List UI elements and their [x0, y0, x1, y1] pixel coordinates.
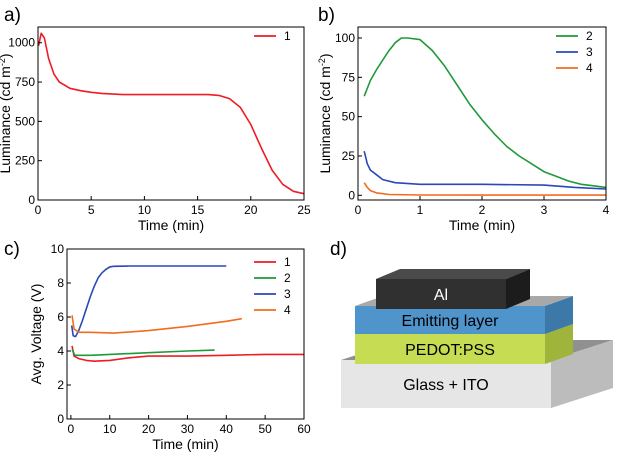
y-tick-label: 750 — [15, 75, 35, 89]
x-axis-label: Time (min) — [152, 436, 218, 452]
device-stack-diagram: Glass + ITO PEDOT:PSS Emitting layer Al — [341, 269, 613, 408]
series-line-4 — [363, 182, 606, 196]
x-tick-label: 5 — [88, 203, 95, 217]
x-axis-label: Time (min) — [138, 217, 204, 233]
layer-label: PEDOT:PSS — [405, 342, 495, 359]
y-tick-label: 75 — [342, 70, 356, 84]
layer-side-face — [545, 324, 573, 364]
panel-b-letter: b) — [318, 5, 335, 26]
layer-front-face — [376, 279, 506, 309]
x-tick-label: 60 — [297, 422, 311, 436]
series-line-3 — [70, 265, 227, 338]
chart-b: 0 1 2 3 4 0 25 50 75 100 Time (min) Luminance (cd m… — [317, 26, 610, 233]
series-line-1 — [38, 32, 304, 195]
x-tick-label: 20 — [244, 203, 258, 217]
panel-c-letter: c) — [4, 239, 20, 260]
x-tick-label: 10 — [138, 203, 152, 217]
y-axis-label: Luminance (cd m-2) — [317, 53, 333, 173]
layer-label: Emitting layer — [402, 313, 500, 330]
y-tick-label: 1000 — [8, 36, 35, 50]
layer-front-face — [355, 306, 545, 334]
y-tick-label: 25 — [342, 149, 356, 163]
x-tick-label: 0 — [355, 203, 362, 217]
series-line-1 — [71, 345, 304, 363]
y-tick-label: 4 — [57, 344, 64, 358]
y-tick-label: 2 — [57, 378, 64, 392]
layer-side-face — [545, 296, 573, 334]
chart-b-frame — [357, 26, 607, 201]
x-tick-label: 50 — [258, 422, 272, 436]
panel-a-letter: a) — [4, 5, 21, 26]
layer-top-face — [376, 269, 530, 279]
x-tick-label: 1 — [417, 203, 424, 217]
legend-label-3: 3 — [284, 287, 291, 301]
x-tick-label: 20 — [142, 422, 156, 436]
x-tick-label: 0 — [68, 422, 75, 436]
x-tick-label: 0 — [35, 203, 42, 217]
chart-a-legend: 1 — [254, 29, 291, 43]
x-tick-label: 40 — [220, 422, 234, 436]
y-tick-label: 0 — [28, 193, 35, 207]
layer-side-face — [551, 340, 613, 408]
layer-label: Al — [434, 287, 448, 304]
series-line-2 — [363, 37, 606, 189]
layer-front-face — [355, 334, 545, 364]
chart-c-frame — [66, 248, 305, 420]
x-tick-label: 30 — [181, 422, 195, 436]
y-tick-label: 250 — [15, 154, 35, 168]
x-tick-label: 2 — [479, 203, 486, 217]
layer-side-face — [506, 269, 530, 309]
layer-label: Glass + ITO — [403, 377, 489, 394]
x-tick-label: 25 — [297, 203, 311, 217]
layer-front-face — [341, 360, 551, 408]
y-tick-label: 50 — [342, 110, 356, 124]
layer-al: Al — [376, 269, 530, 309]
chart-a-frame — [37, 26, 305, 201]
y-tick-label: 0 — [348, 188, 355, 202]
legend-label-2: 2 — [284, 271, 291, 285]
legend-label-1: 1 — [284, 29, 291, 43]
y-axis-label: Luminance (cd m-2) — [0, 53, 13, 173]
panel-d-letter: d) — [330, 239, 347, 260]
series-line-2 — [71, 348, 215, 357]
chart-c: 0 10 20 30 40 50 60 0 2 4 6 8 10 Time (min) Avg. Volta… — [28, 242, 311, 452]
y-tick-label: 10 — [51, 242, 65, 256]
chart-a-series — [38, 32, 304, 195]
chart-b-series — [363, 37, 606, 196]
chart-b-legend: 2 3 4 — [556, 29, 593, 75]
y-axis-label: Avg. Voltage (V) — [28, 284, 44, 385]
y-tick-label: 100 — [335, 31, 355, 45]
y-tick-label: 8 — [57, 276, 64, 290]
legend-label-2: 2 — [586, 29, 593, 43]
legend-label-3: 3 — [586, 45, 593, 59]
y-tick-label: 6 — [57, 310, 64, 324]
legend-label-4: 4 — [284, 303, 291, 317]
x-tick-label: 15 — [191, 203, 205, 217]
legend-label-4: 4 — [586, 61, 593, 75]
x-tick-label: 10 — [103, 422, 117, 436]
x-axis-label: Time (min) — [449, 217, 515, 233]
legend-label-1: 1 — [284, 255, 291, 269]
y-tick-label: 500 — [15, 114, 35, 128]
chart-c-series — [70, 265, 304, 363]
x-tick-label: 3 — [541, 203, 548, 217]
x-tick-label: 4 — [603, 203, 610, 217]
series-line-3 — [363, 151, 606, 190]
chart-c-legend: 1 2 3 4 — [254, 255, 291, 317]
y-tick-label: 0 — [57, 412, 64, 426]
series-line-4 — [71, 315, 242, 334]
